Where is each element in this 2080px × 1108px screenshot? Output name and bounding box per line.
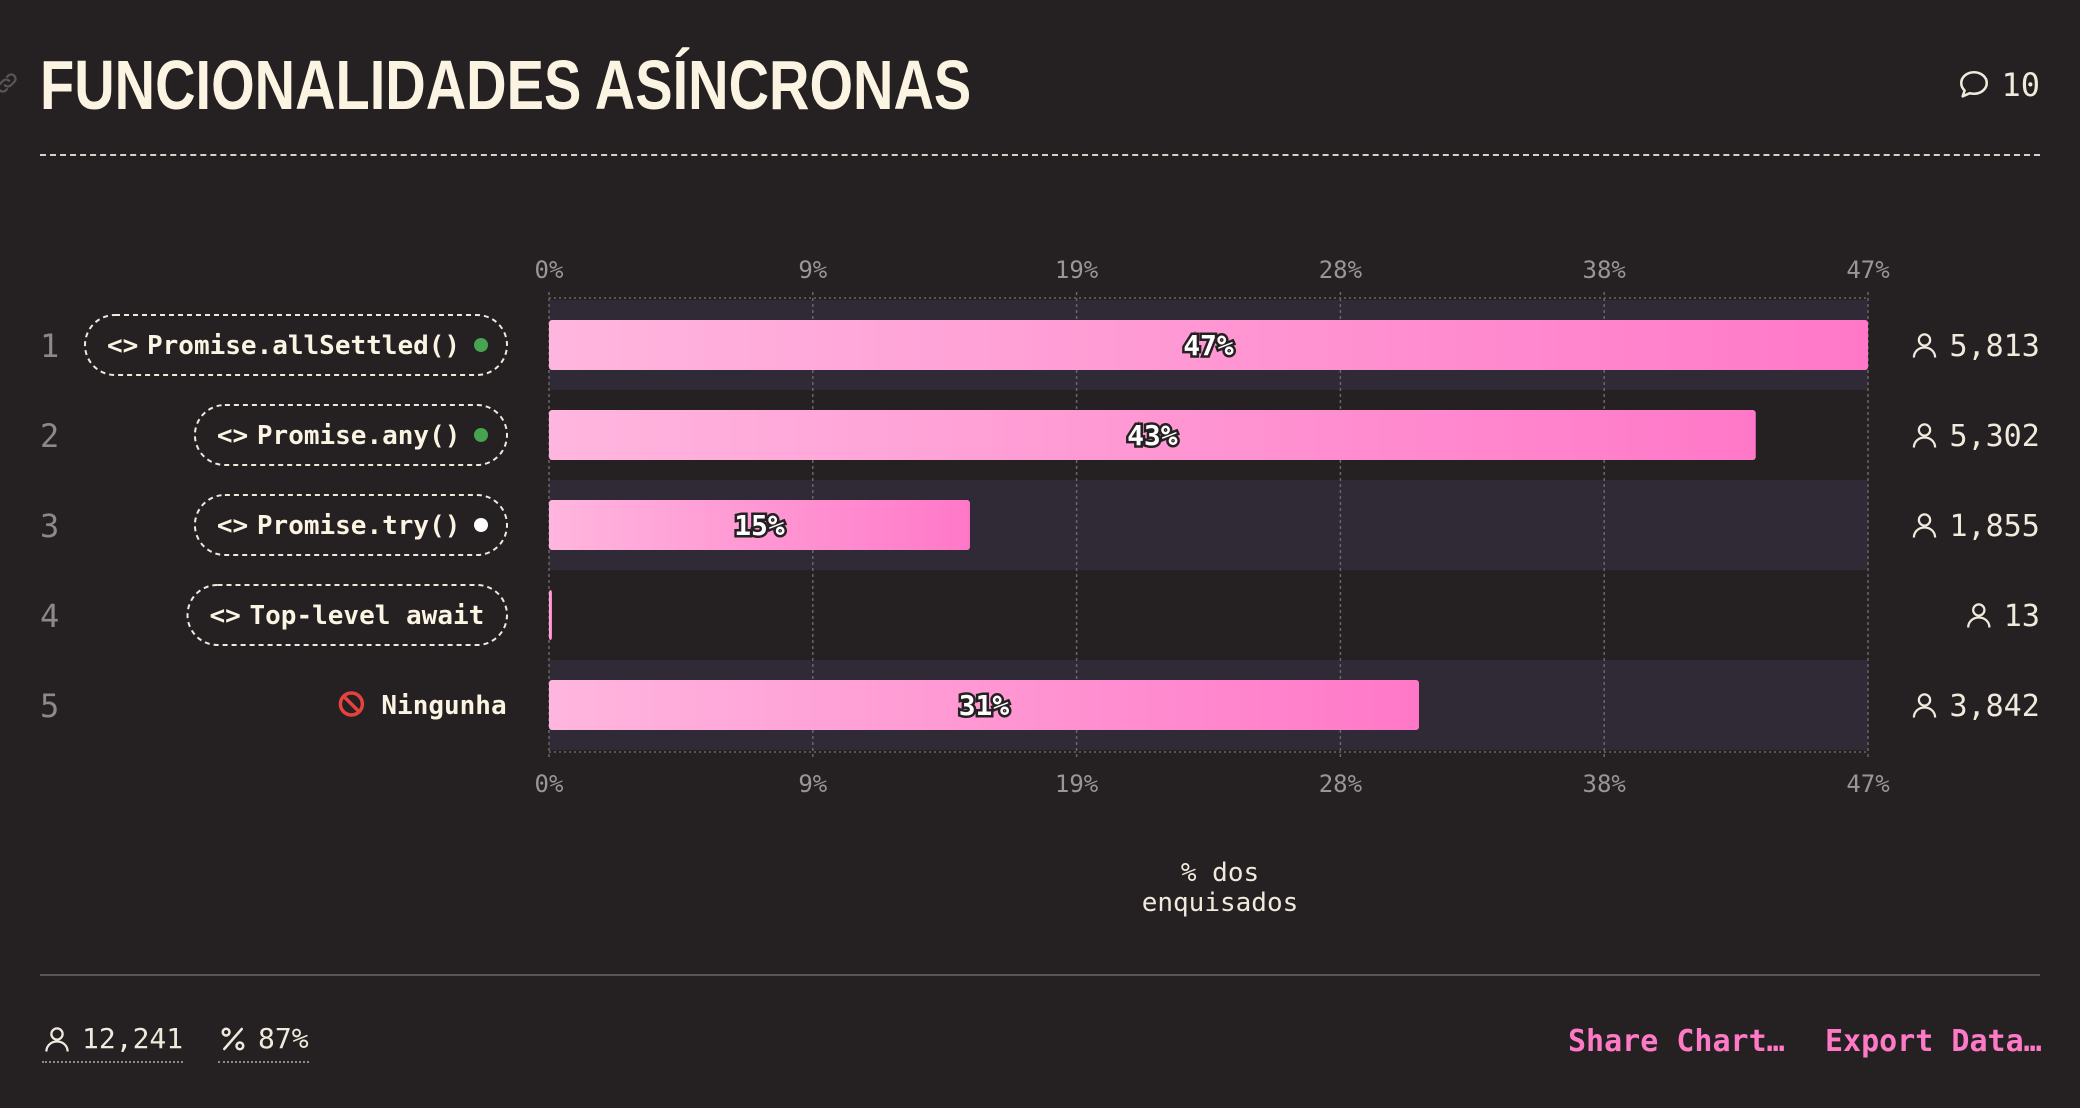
respondent-count: 5,302 (1950, 419, 2040, 454)
share-chart-button[interactable]: Share Chart… (1568, 1024, 1785, 1059)
item-label: Promise.try() (257, 511, 461, 541)
status-dot (474, 338, 488, 352)
link-icon[interactable] (0, 70, 20, 96)
code-icon: <> (217, 511, 248, 541)
item-pill[interactable]: <> Top-level await (186, 584, 508, 646)
respondents-count: 12,241 (82, 1022, 184, 1055)
comments-count: 10 (2001, 66, 2040, 104)
x-tick-label-top: 38% (1583, 256, 1627, 284)
pill-border (193, 404, 508, 466)
x-tick-label-bottom: 19% (1055, 770, 1099, 798)
user-icon (1912, 333, 1937, 358)
x-tick-label-top: 28% (1319, 256, 1363, 284)
row-rank: 1 (40, 327, 59, 365)
bar[interactable] (549, 410, 1756, 460)
bar[interactable] (549, 590, 552, 640)
bar-value-label: 43% (1127, 419, 1178, 452)
x-tick-label-bottom: 0% (535, 770, 564, 798)
pill-border (186, 584, 508, 646)
item-label: Promise.any() (257, 421, 461, 451)
x-tick-label-top: 9% (798, 256, 827, 284)
respondent-count: 5,813 (1950, 329, 2040, 364)
item-pill[interactable]: <> Promise.allSettled() (84, 314, 508, 376)
bar-value-label: 15% (734, 509, 785, 542)
x-axis-label: % dos enquisados (1141, 858, 1299, 918)
bar-chart: 47% 43% 15% 31% 0% 0% 9% 9% 19% 19% 28% 28% 38% 38% 4… (40, 256, 2040, 798)
code-icon: <> (210, 601, 241, 631)
chart-area: 47% 43% 15% 31% 0% 0% 9% 9% 19% 19% 28% 28% 38% 38% 4… (0, 240, 2080, 880)
x-tick-label-top: 47% (1846, 256, 1890, 284)
bar[interactable] (549, 320, 1868, 370)
user-icon (1912, 513, 1937, 538)
respondent-count: 13 (2004, 599, 2040, 634)
code-icon: <> (217, 421, 248, 451)
row-rank: 5 (40, 687, 59, 725)
row-rank: 4 (40, 597, 59, 635)
percent-stat[interactable]: 87% (218, 1022, 309, 1063)
pill-border (84, 314, 508, 376)
code-icon: <> (107, 331, 138, 361)
x-tick-label-bottom: 9% (798, 770, 827, 798)
item-pill[interactable]: <> Promise.try() (193, 494, 508, 556)
row-rank: 3 (40, 507, 59, 545)
bar[interactable] (549, 500, 970, 550)
x-tick-label-bottom: 38% (1583, 770, 1627, 798)
item-pill[interactable]: <> Promise.any() (193, 404, 508, 466)
footer-divider (40, 974, 2040, 976)
percent-value: 87% (258, 1022, 309, 1055)
user-icon (1912, 693, 1937, 718)
user-icon (45, 1026, 69, 1052)
export-data-button[interactable]: Export Data… (1825, 1024, 2042, 1059)
bar-value-label: 31% (959, 689, 1010, 722)
item-label: Ningunha (381, 691, 506, 721)
x-tick-label-bottom: 28% (1319, 770, 1363, 798)
respondent-count: 1,855 (1950, 509, 2040, 544)
comments-button[interactable]: 10 (1957, 66, 2040, 104)
row-rank: 2 (40, 417, 59, 455)
x-tick-label-bottom: 47% (1846, 770, 1890, 798)
pill-border (193, 494, 508, 556)
bar[interactable] (549, 680, 1419, 730)
x-tick-label-top: 19% (1055, 256, 1099, 284)
item-label: Top-level await (250, 601, 485, 631)
bar-value-label: 47% (1183, 329, 1234, 362)
respondents-stat[interactable]: 12,241 (42, 1022, 184, 1063)
status-dot (474, 518, 488, 532)
comment-icon (1960, 70, 1989, 98)
no-entry-icon (338, 691, 365, 717)
respondent-count: 3,842 (1950, 689, 2040, 724)
status-dot (474, 428, 488, 442)
item-label: Promise.allSettled() (147, 331, 460, 361)
user-icon (1912, 423, 1937, 448)
user-icon (1967, 603, 1991, 628)
page-title: FUNCIONALIDADES ASÍNCRONAS (40, 46, 972, 124)
x-tick-label-top: 0% (535, 256, 564, 284)
header-divider (40, 154, 2040, 156)
percent-icon (221, 1026, 245, 1051)
